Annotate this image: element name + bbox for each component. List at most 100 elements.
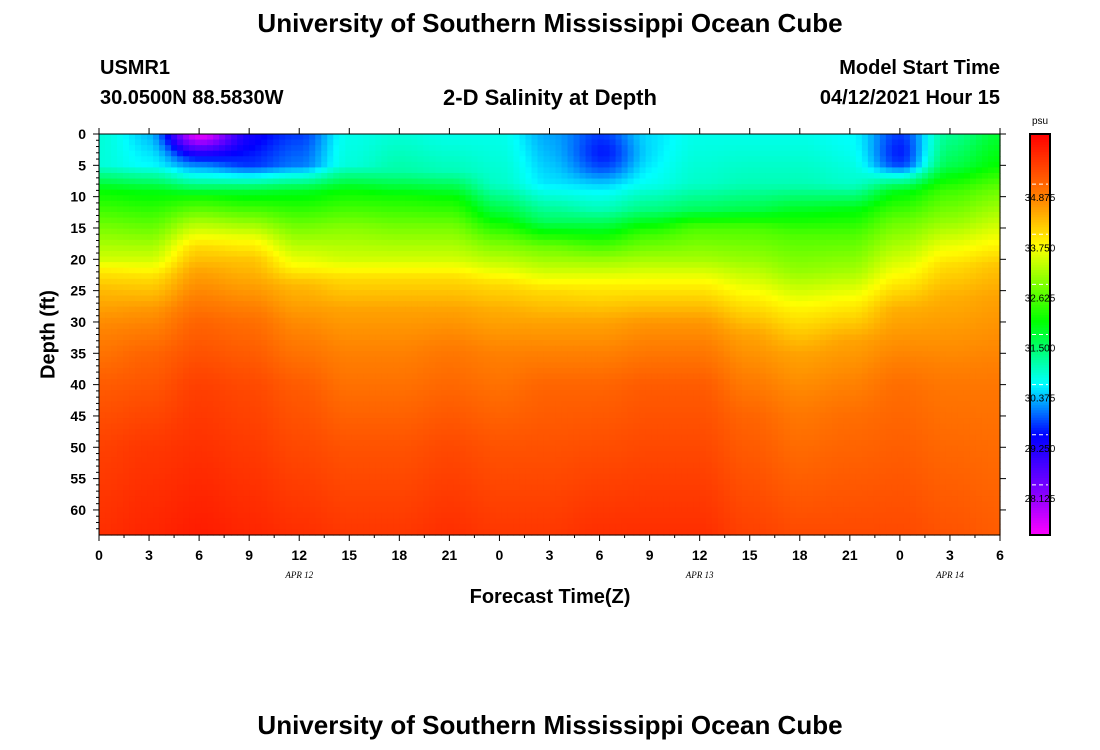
heatmap-cell [879, 145, 887, 152]
heatmap-cell [375, 306, 382, 313]
heatmap-cell [681, 239, 689, 246]
heatmap-cell [111, 301, 118, 308]
heatmap-cell [759, 239, 767, 246]
heatmap-cell [333, 301, 340, 308]
heatmap-cell [339, 211, 346, 219]
heatmap-cell [987, 134, 995, 141]
heatmap-cell [267, 178, 274, 185]
heatmap-cell [615, 228, 623, 235]
heatmap-cell [987, 256, 995, 263]
heatmap-cell [189, 145, 196, 152]
heatmap-cell [903, 139, 911, 146]
heatmap-cell [591, 273, 599, 280]
heatmap-cell [531, 139, 539, 146]
heatmap-cell [285, 301, 292, 308]
heatmap-cell [693, 223, 701, 230]
heatmap-cell [327, 301, 334, 308]
heatmap-cell [903, 301, 911, 308]
heatmap-cell [285, 306, 292, 313]
heatmap-cell [669, 195, 677, 202]
heatmap-cell [885, 228, 893, 235]
heatmap-cell [687, 206, 695, 213]
heatmap-cell [105, 273, 112, 280]
heatmap-cell [291, 139, 298, 146]
heatmap-cell [765, 267, 773, 274]
heatmap-cell [423, 178, 430, 185]
heatmap-cell [879, 167, 887, 174]
heatmap-cell [639, 195, 647, 202]
heatmap-cell [705, 306, 713, 313]
heatmap-cell [669, 184, 677, 191]
heatmap-cell [411, 228, 418, 235]
heatmap-cell [957, 195, 965, 202]
heatmap-cell [831, 178, 839, 185]
heatmap-cell [201, 206, 208, 213]
heatmap-cell [837, 250, 845, 258]
heatmap-cell [921, 134, 929, 141]
heatmap-cell [639, 239, 647, 246]
heatmap-cell [597, 262, 605, 269]
heatmap-cell [261, 156, 268, 163]
heatmap-cell [597, 211, 605, 219]
heatmap-cell [441, 289, 448, 297]
heatmap-cell [825, 156, 833, 163]
heatmap-cell [957, 306, 965, 313]
heatmap-cell [453, 278, 460, 285]
heatmap-cell [369, 239, 376, 246]
heatmap-cell [345, 167, 352, 174]
heatmap-cell [345, 256, 352, 263]
heatmap-cell [765, 278, 773, 285]
heatmap-cell [483, 250, 491, 258]
heatmap-cell [765, 150, 773, 157]
heatmap-cell [843, 172, 851, 180]
heatmap-cell [951, 161, 959, 169]
heatmap-cell [117, 239, 124, 246]
heatmap-cell [849, 145, 857, 152]
heatmap-cell [237, 206, 244, 213]
heatmap-cell [633, 301, 641, 308]
heatmap-cell [501, 161, 509, 169]
heatmap-cell [399, 312, 406, 319]
heatmap-cell [153, 161, 160, 169]
heatmap-cell [411, 184, 418, 191]
heatmap-cell [639, 278, 647, 285]
heatmap-cell [927, 217, 935, 224]
heatmap-cell [417, 145, 424, 152]
heatmap-cell [309, 312, 316, 319]
heatmap-cell [993, 250, 1001, 258]
heatmap-cell [663, 262, 671, 269]
heatmap-cell [603, 278, 611, 285]
heatmap-cell [279, 228, 286, 235]
heatmap-cell [753, 228, 761, 235]
heatmap-cell [657, 289, 665, 297]
heatmap-cell [393, 312, 400, 319]
heatmap-cell [339, 295, 346, 302]
heatmap-cell [723, 306, 731, 313]
heatmap-cell [231, 278, 238, 285]
heatmap-cell [351, 245, 358, 252]
heatmap-cell [729, 306, 737, 313]
heatmap-cell [177, 211, 184, 219]
heatmap-cell [597, 150, 605, 157]
heatmap-cell [609, 267, 617, 274]
heatmap-cell [633, 267, 641, 274]
heatmap-cell [777, 239, 785, 246]
heatmap-cell [693, 228, 701, 235]
heatmap-cell [381, 200, 388, 207]
heatmap-cell [411, 284, 418, 291]
heatmap-cell [129, 200, 136, 207]
heatmap-cell [363, 273, 370, 280]
heatmap-cell [381, 239, 388, 246]
heatmap-cell [777, 161, 785, 169]
heatmap-cell [357, 206, 364, 213]
heatmap-cell [945, 306, 953, 313]
heatmap-cell [147, 178, 154, 185]
heatmap-cell [993, 145, 1001, 152]
heatmap-cell [885, 295, 893, 302]
heatmap-cell [855, 206, 863, 213]
heatmap-cell [309, 278, 316, 285]
heatmap-cell [843, 312, 851, 319]
heatmap-cell [993, 200, 1001, 207]
heatmap-cell [471, 139, 479, 146]
heatmap-cell [735, 150, 743, 157]
